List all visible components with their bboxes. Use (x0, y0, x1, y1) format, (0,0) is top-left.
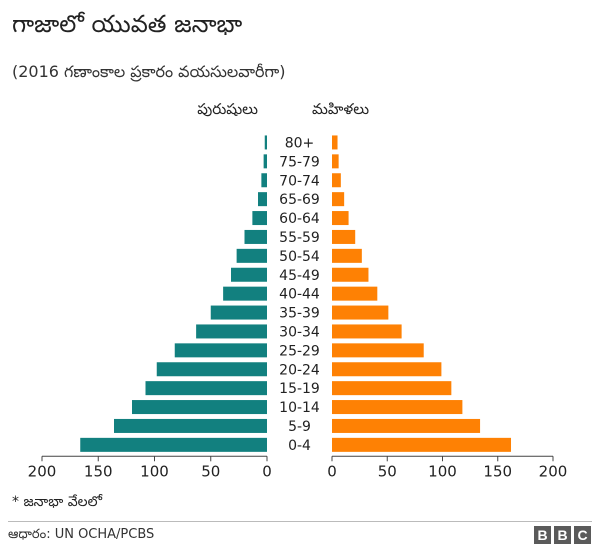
bar-male (264, 135, 267, 150)
bar-male (258, 192, 267, 207)
bar-female (332, 192, 345, 207)
age-group-label: 40-44 (279, 287, 320, 303)
bar-female (332, 173, 341, 188)
x-tick-label-female: 50 (378, 462, 397, 480)
source-credit: ఆధారం: UN OCHA/PCBS (8, 527, 155, 542)
bar-female (332, 437, 512, 452)
bar-male (244, 229, 267, 244)
bar-male (231, 267, 267, 282)
bar-female (332, 248, 362, 263)
age-group-label: 35-39 (279, 306, 320, 322)
bar-male (252, 211, 267, 226)
age-group-label: 75-79 (279, 154, 320, 170)
page-subtitle: (2016 గణాంకాల ప్రకారం వయసులవారీగా) (12, 62, 286, 81)
bar-female (332, 381, 452, 396)
bar-male (210, 305, 267, 320)
bar-female (332, 362, 442, 377)
age-group-label: 25-29 (279, 343, 320, 359)
bar-male (223, 286, 267, 301)
bbc-logo: B B C (534, 526, 591, 544)
bar-male (263, 154, 267, 169)
footer-divider (8, 521, 592, 522)
age-group-label: 10-14 (279, 400, 320, 416)
age-group-label: 65-69 (279, 192, 320, 208)
bbc-logo-c: C (574, 526, 591, 544)
bar-female (332, 324, 402, 339)
bar-female (332, 305, 389, 320)
age-group-label: 5-9 (288, 419, 311, 435)
bar-male (236, 248, 267, 263)
x-tick-label-male: 150 (84, 462, 113, 480)
x-tick-label-male: 0 (262, 462, 272, 480)
x-tick-label-male: 50 (201, 462, 220, 480)
x-tick-label-male: 100 (140, 462, 169, 480)
page-title: గాజాలో యువత జనాభా (12, 10, 243, 38)
bar-female (332, 267, 369, 282)
x-tick-label-female: 100 (428, 462, 457, 480)
bar-male (145, 381, 267, 396)
age-group-label: 30-34 (279, 324, 320, 340)
age-group-label: 80+ (285, 135, 315, 151)
x-tick-label-male: 200 (28, 462, 57, 480)
bar-female (332, 400, 463, 415)
age-group-label: 70-74 (279, 173, 320, 189)
legend-female: మహిళలు (312, 100, 369, 118)
age-group-label: 50-54 (279, 249, 320, 265)
bar-female (332, 418, 481, 433)
age-group-label: 20-24 (279, 362, 320, 378)
bar-male (196, 324, 267, 339)
bar-female (332, 343, 424, 358)
bar-male (132, 400, 267, 415)
bar-male (80, 437, 267, 452)
x-tick-label-female: 0 (327, 462, 337, 480)
bar-female (332, 154, 339, 169)
bar-female (332, 211, 349, 226)
units-note: * జనాభా వేలలో (12, 494, 102, 510)
age-group-label: 15-19 (279, 381, 320, 397)
bar-female (332, 135, 338, 150)
age-group-label: 45-49 (279, 268, 320, 284)
bbc-logo-b2: B (554, 526, 571, 544)
bar-female (332, 286, 378, 301)
bar-male (174, 343, 267, 358)
age-group-label: 60-64 (279, 211, 320, 227)
x-tick-label-female: 150 (483, 462, 512, 480)
age-group-label: 55-59 (279, 230, 320, 246)
bar-male (156, 362, 267, 377)
bbc-logo-b1: B (534, 526, 551, 544)
legend-male: పురుషులు (197, 100, 258, 118)
bar-female (332, 229, 356, 244)
age-group-label: 0-4 (288, 438, 311, 454)
bar-male (114, 418, 267, 433)
bar-male (261, 173, 267, 188)
x-tick-label-female: 200 (539, 462, 568, 480)
